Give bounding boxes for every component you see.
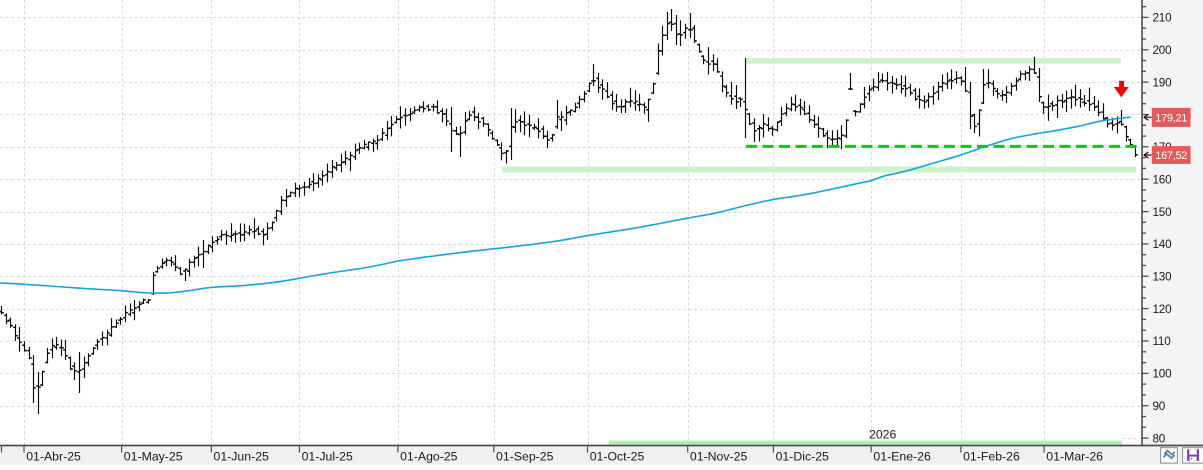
svg-text:01-Abr-25: 01-Abr-25 bbox=[26, 450, 81, 464]
svg-text:01-Feb-26: 01-Feb-26 bbox=[963, 450, 1020, 464]
svg-text:01-Sep-25: 01-Sep-25 bbox=[496, 450, 554, 464]
svg-text:210: 210 bbox=[1153, 12, 1173, 25]
svg-text:01-Jul-25: 01-Jul-25 bbox=[302, 450, 353, 464]
svg-text:01-Jun-25: 01-Jun-25 bbox=[214, 450, 270, 464]
svg-text:80: 80 bbox=[1153, 432, 1166, 445]
svg-text:2026: 2026 bbox=[869, 427, 897, 441]
svg-text:179,21: 179,21 bbox=[1155, 112, 1187, 124]
svg-text:167,52: 167,52 bbox=[1155, 150, 1187, 162]
svg-text:120: 120 bbox=[1153, 303, 1173, 316]
svg-text:140: 140 bbox=[1153, 238, 1173, 251]
svg-text:130: 130 bbox=[1153, 271, 1173, 284]
svg-text:160: 160 bbox=[1153, 173, 1173, 186]
svg-text:01-Mar-26: 01-Mar-26 bbox=[1046, 450, 1103, 464]
svg-text:90: 90 bbox=[1153, 400, 1166, 413]
svg-text:150: 150 bbox=[1153, 206, 1173, 219]
svg-text:01-Dic-25: 01-Dic-25 bbox=[776, 450, 829, 464]
svg-text:01-Nov-25: 01-Nov-25 bbox=[690, 450, 748, 464]
svg-text:110: 110 bbox=[1153, 335, 1172, 348]
svg-text:01-May-25: 01-May-25 bbox=[124, 450, 183, 464]
svg-text:01-Ene-26: 01-Ene-26 bbox=[873, 450, 931, 464]
svg-text:01-Oct-25: 01-Oct-25 bbox=[590, 450, 645, 464]
svg-text:01-Ago-25: 01-Ago-25 bbox=[400, 450, 458, 464]
svg-text:200: 200 bbox=[1153, 44, 1173, 57]
svg-text:100: 100 bbox=[1153, 368, 1173, 381]
svg-text:190: 190 bbox=[1153, 76, 1173, 89]
